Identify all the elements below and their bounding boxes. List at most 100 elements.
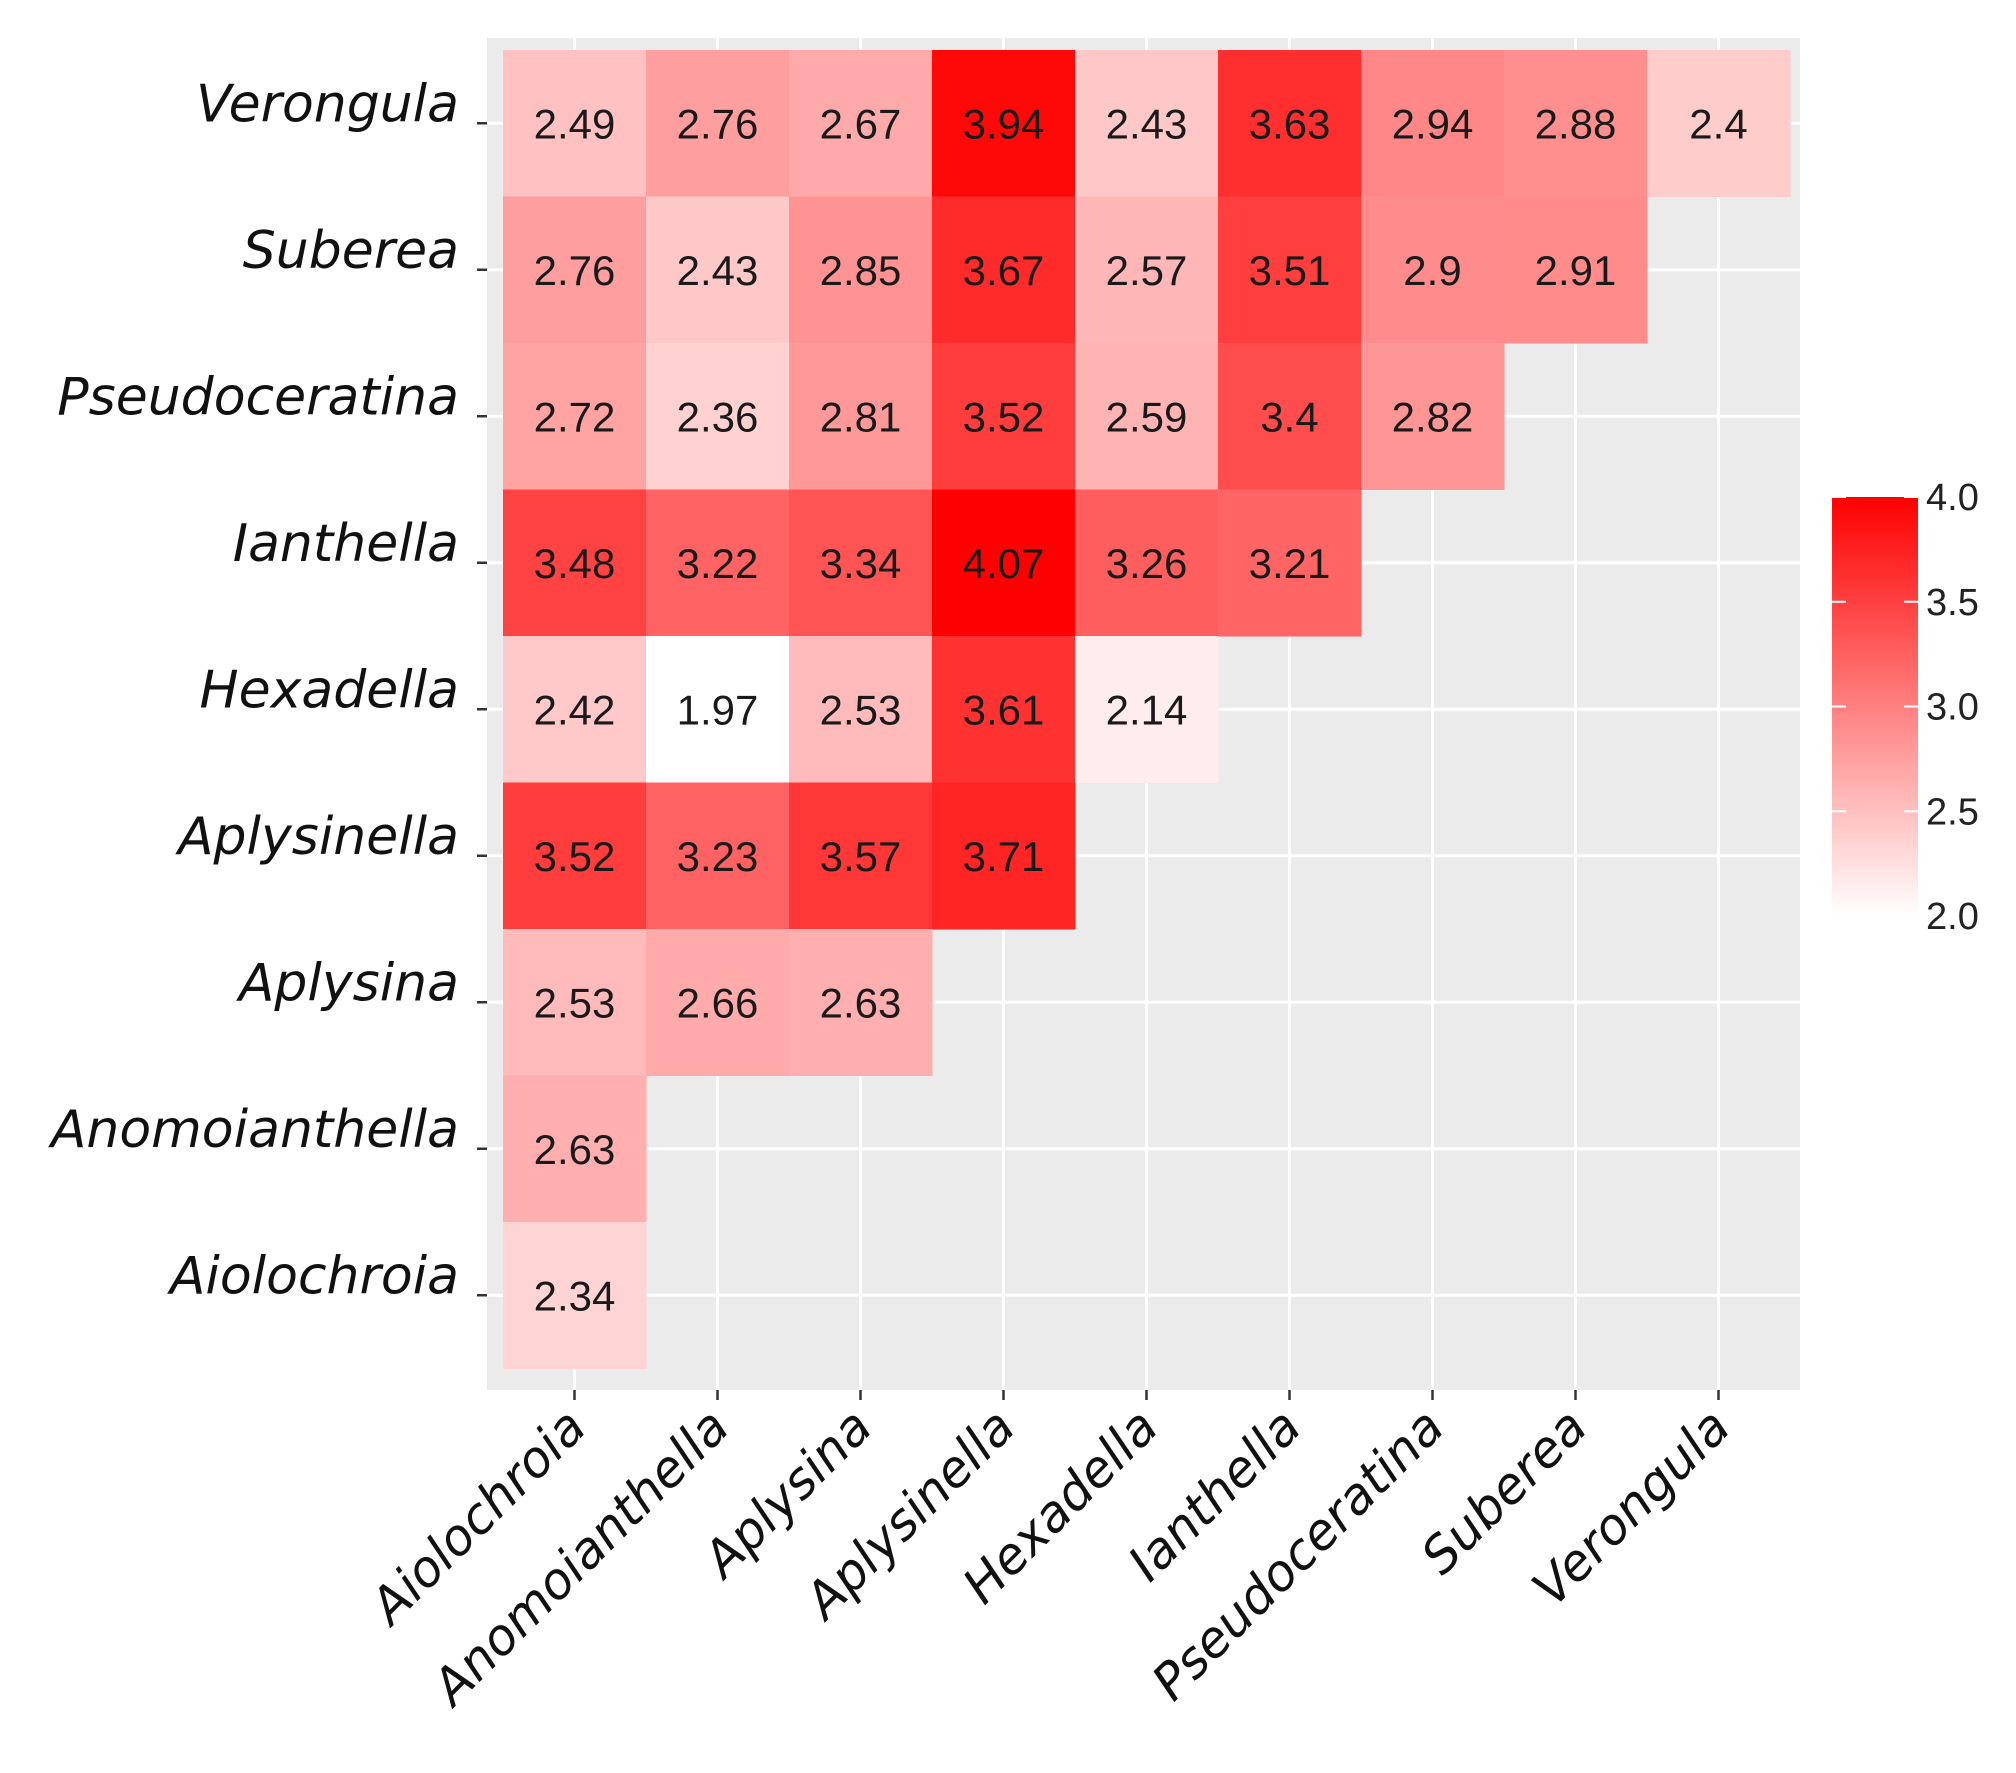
heatmap-cell-value: 2.53	[820, 686, 902, 733]
heatmap-cell-rect	[932, 782, 1076, 930]
heatmap-cell: 2.81	[789, 343, 933, 490]
heatmap-cell-value: 3.22	[677, 540, 759, 587]
heatmap-cell: 3.21	[1218, 489, 1362, 637]
heatmap-cell: 2.14	[1075, 636, 1219, 783]
heatmap-cell-value: 2.42	[534, 686, 616, 733]
y-axis: Verongula Suberea Pseudoceratina Ianthella H…	[48, 74, 487, 1306]
y-tick-label: Verongula	[196, 74, 459, 134]
heatmap-cell: 3.52	[932, 343, 1076, 490]
heatmap-cell-rect	[789, 782, 933, 930]
heatmap-cell-value: 3.34	[820, 540, 902, 587]
heatmap-cell-value: 3.94	[963, 100, 1045, 147]
heatmap-cell-value: 3.48	[534, 540, 616, 587]
heatmap-cell-rect	[503, 636, 647, 783]
heatmap-cell-rect	[932, 636, 1076, 783]
heatmap-cell: 3.57	[789, 782, 933, 930]
heatmap-cell: 2.76	[646, 50, 790, 197]
heatmap-cell: 2.85	[789, 196, 933, 344]
heatmap-cell-value: 2.43	[677, 247, 759, 294]
heatmap-cell: 2.4	[1647, 50, 1791, 197]
heatmap-cell: 2.88	[1504, 50, 1648, 197]
heatmap-cell-value: 2.91	[1535, 247, 1617, 294]
heatmap-cell-rect	[503, 343, 647, 490]
heatmap-cell-rect	[646, 636, 790, 783]
heatmap-cell: 3.63	[1218, 50, 1362, 197]
heatmap-cell: 2.43	[646, 196, 790, 344]
heatmap-cell-value: 3.26	[1106, 540, 1188, 587]
heatmap-cell-value: 2.67	[820, 100, 902, 147]
heatmap-cell-rect	[646, 196, 790, 344]
heatmap-cell-rect	[932, 343, 1076, 490]
heatmap-cell: 3.4	[1218, 343, 1362, 490]
heatmap-cell-value: 2.59	[1106, 393, 1188, 440]
heatmap-cell-value: 3.52	[963, 393, 1045, 440]
heatmap-cell-rect	[1504, 50, 1648, 197]
heatmap-cell-rect	[1218, 489, 1362, 637]
heatmap-cell-value: 1.97	[677, 686, 759, 733]
heatmap-cell: 2.36	[646, 343, 790, 490]
heatmap-cell: 2.53	[503, 929, 647, 1076]
heatmap-cell-rect	[1075, 636, 1219, 783]
legend-tick-label: 3.5	[1926, 582, 1979, 624]
heatmap-cell: 2.34	[503, 1222, 647, 1369]
heatmap-cell-value: 2.76	[677, 100, 759, 147]
heatmap-cell-value: 2.9	[1403, 247, 1461, 294]
heatmap-cell: 4.07	[932, 489, 1076, 637]
heatmap-cell-rect	[789, 929, 933, 1076]
legend-tick-label: 4.0	[1926, 477, 1979, 519]
heatmap-cell-rect	[932, 50, 1076, 197]
heatmap-cell: 3.22	[646, 489, 790, 637]
x-axis: AiolochroiaAnomoianthellaAplysinaAplysin…	[357, 1390, 1741, 1718]
heatmap-cell-rect	[503, 782, 647, 930]
y-tick-label: Anomoianthella	[48, 1100, 459, 1160]
heatmap-cell: 2.91	[1504, 196, 1648, 344]
heatmap-cell-value: 3.4	[1260, 393, 1318, 440]
heatmap-cell-rect	[503, 50, 647, 197]
heatmap-cell-rect	[1075, 50, 1219, 197]
y-tick-label: Aiolochroia	[167, 1246, 459, 1306]
y-tick-label: Aplysinella	[175, 807, 459, 867]
heatmap-cell: 3.23	[646, 782, 790, 930]
heatmap-cell-rect	[789, 636, 933, 783]
heatmap-cell-rect	[1504, 196, 1648, 344]
heatmap-cell-value: 2.43	[1106, 100, 1188, 147]
y-tick-label: Ianthella	[233, 514, 459, 574]
heatmap-cell-rect	[646, 50, 790, 197]
heatmap-cell-value: 2.49	[534, 100, 616, 147]
y-tick-label: Hexadella	[200, 660, 460, 720]
heatmap-cell-rect	[1361, 196, 1505, 344]
heatmap-cell: 1.97	[646, 636, 790, 783]
heatmap-cell-value: 2.88	[1535, 100, 1617, 147]
legend-tick-label: 3.0	[1926, 687, 1979, 729]
heatmap-cell-value: 2.14	[1106, 686, 1188, 733]
heatmap-cell-value: 3.67	[963, 247, 1045, 294]
heatmap-cell-rect	[1075, 343, 1219, 490]
heatmap-cell-rect	[789, 343, 933, 490]
color-legend: 2.0 2.5 3.0 3.5 4.0	[1832, 477, 1979, 938]
legend-tick-label: 2.0	[1926, 896, 1979, 938]
heatmap-cell-rect	[503, 929, 647, 1076]
heatmap-cell-value: 3.63	[1249, 100, 1331, 147]
heatmap-cell-value: 3.23	[677, 833, 759, 880]
heatmap-cell-rect	[932, 489, 1076, 637]
heatmap-cell-value: 2.36	[677, 393, 759, 440]
heatmap-cell-rect	[646, 929, 790, 1076]
heatmap-cell: 2.63	[503, 1075, 647, 1223]
heatmap-cell-rect	[503, 1075, 647, 1223]
heatmap-cell: 3.71	[932, 782, 1076, 930]
heatmap-cell-rect	[1218, 196, 1362, 344]
heatmap-cell-value: 3.52	[534, 833, 616, 880]
heatmap-cell-rect	[789, 489, 933, 637]
heatmap-cell-value: 3.71	[963, 833, 1045, 880]
heatmap-cell-value: 2.82	[1392, 393, 1474, 440]
heatmap-cell: 2.43	[1075, 50, 1219, 197]
heatmap-cell: 3.48	[503, 489, 647, 637]
heatmap-cell: 2.66	[646, 929, 790, 1076]
heatmap-cell-rect	[1361, 50, 1505, 197]
heatmap-cell-value: 3.21	[1249, 540, 1331, 587]
heatmap-cell: 2.72	[503, 343, 647, 490]
heatmap-cell: 3.94	[932, 50, 1076, 197]
heatmap-cell-rect	[646, 782, 790, 930]
heatmap-cell: 3.67	[932, 196, 1076, 344]
